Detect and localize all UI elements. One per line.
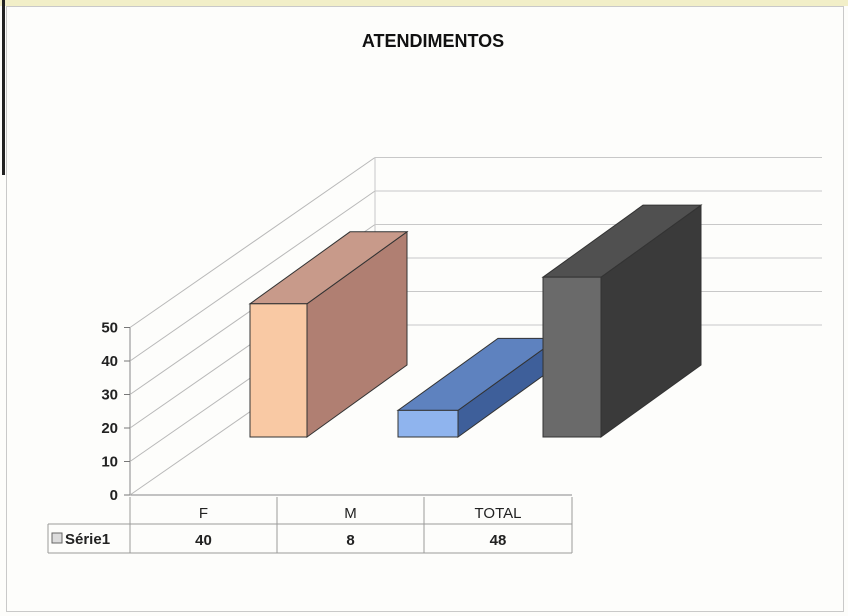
table-category-m: M <box>344 505 357 522</box>
y-tick-label: 20 <box>101 420 118 437</box>
bar-front-face <box>397 409 459 438</box>
bar-front-face <box>542 276 602 438</box>
bar-f <box>248 230 409 438</box>
y-axis-ticks: 0 10 20 30 40 50 <box>101 320 118 505</box>
table-category-total: TOTAL <box>475 505 522 522</box>
chart-frame <box>6 6 844 612</box>
grid-diagonal <box>129 190 376 362</box>
y-tick-label: 50 <box>101 320 118 337</box>
bar-m <box>396 337 560 438</box>
series-legend-key <box>51 532 63 544</box>
grid-diagonal <box>129 157 376 328</box>
chart-title: ATENDIMENTOS <box>362 31 504 51</box>
table-value-total: 48 <box>490 532 507 549</box>
table-value-f: 40 <box>195 532 212 549</box>
left-edge-line <box>2 0 5 175</box>
y-tick-label: 40 <box>101 353 118 370</box>
data-table: F 40 M 8 TOTAL 48 Série1 <box>47 497 573 554</box>
y-tick-label: 10 <box>101 454 118 471</box>
bar-front-face <box>249 303 308 438</box>
top-strip <box>0 0 848 6</box>
series-name: Série1 <box>65 531 110 548</box>
bar-total <box>541 204 703 438</box>
bars <box>248 204 703 438</box>
y-tick-label: 0 <box>110 487 118 504</box>
y-tick-label: 30 <box>101 387 118 404</box>
table-category-f: F <box>199 505 208 522</box>
grid-lines <box>124 157 822 496</box>
table-value-m: 8 <box>346 532 354 549</box>
